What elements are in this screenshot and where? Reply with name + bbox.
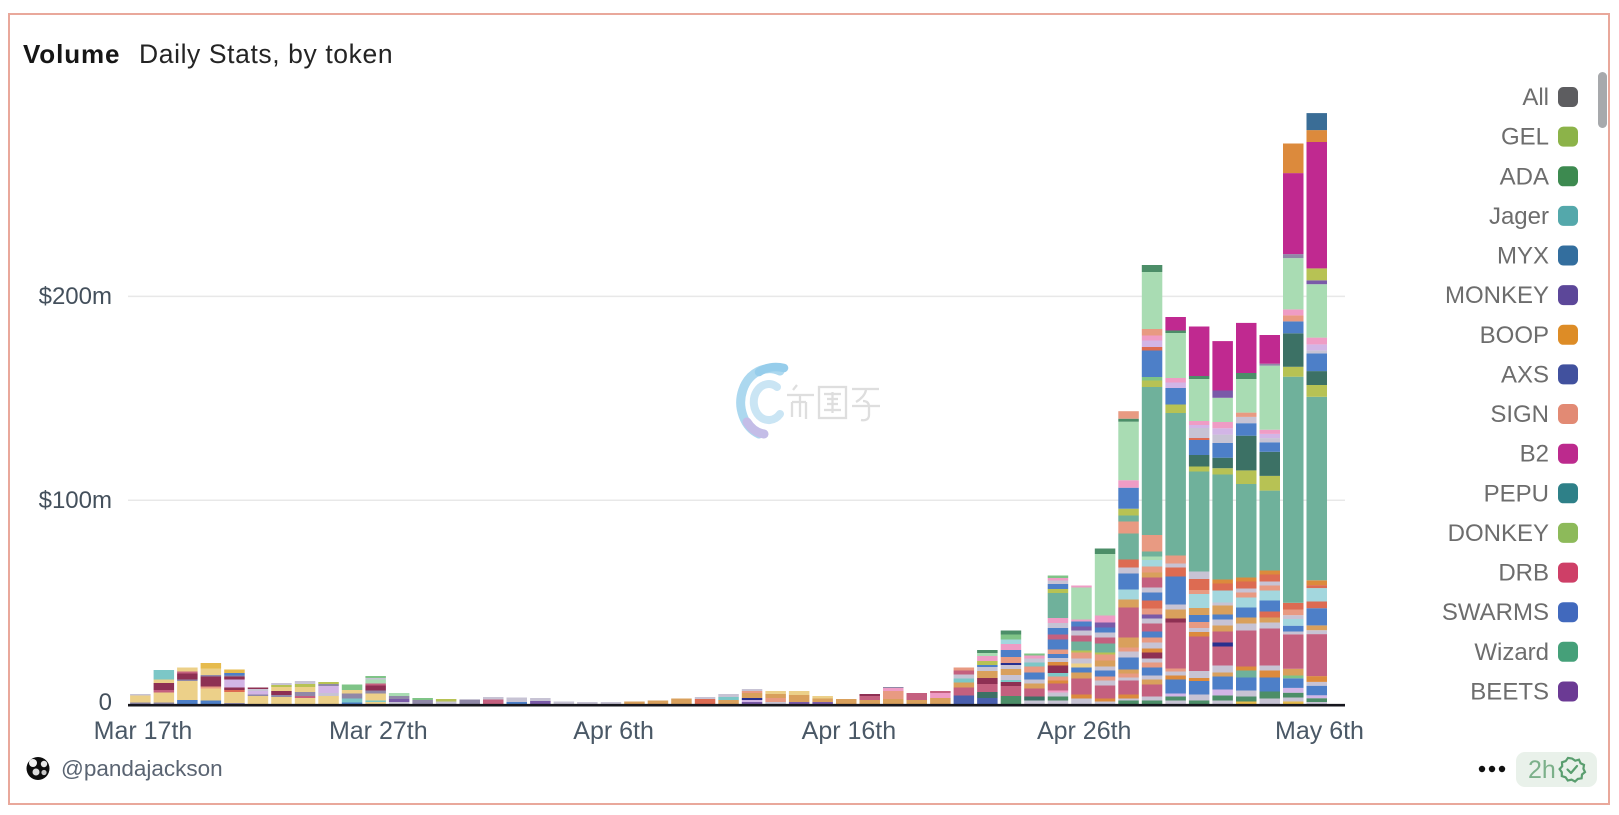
- svg-text:B2: B2: [1520, 441, 1549, 468]
- svg-text:PEPU: PEPU: [1484, 480, 1549, 507]
- svg-text:2h: 2h: [1528, 756, 1556, 784]
- svg-text:Jager: Jager: [1489, 203, 1549, 230]
- svg-text:SWARMS: SWARMS: [1442, 599, 1549, 626]
- svg-text:0: 0: [99, 689, 112, 716]
- svg-text:GEL: GEL: [1501, 124, 1549, 151]
- svg-text:BOOP: BOOP: [1480, 322, 1549, 349]
- svg-text:Apr 26th: Apr 26th: [1037, 717, 1132, 745]
- svg-text:Volume: Volume: [23, 39, 120, 69]
- svg-text:DONKEY: DONKEY: [1448, 520, 1549, 547]
- svg-text:May 6th: May 6th: [1275, 717, 1364, 745]
- svg-text:@pandajackson: @pandajackson: [61, 756, 223, 781]
- svg-text:AXS: AXS: [1501, 361, 1549, 388]
- svg-text:ADA: ADA: [1500, 163, 1549, 190]
- svg-text:MONKEY: MONKEY: [1445, 282, 1549, 309]
- svg-text:SIGN: SIGN: [1490, 401, 1549, 428]
- svg-text:All: All: [1522, 84, 1549, 111]
- svg-text:$200m: $200m: [39, 283, 112, 310]
- svg-text:Mar 27th: Mar 27th: [329, 717, 428, 745]
- svg-text:Wizard: Wizard: [1474, 639, 1549, 666]
- svg-text:Apr 16th: Apr 16th: [802, 717, 897, 745]
- svg-text:Daily Stats, by token: Daily Stats, by token: [139, 39, 393, 69]
- svg-text:DRB: DRB: [1498, 560, 1549, 587]
- svg-text:Apr 6th: Apr 6th: [573, 717, 654, 745]
- svg-text:Mar 17th: Mar 17th: [94, 717, 193, 745]
- svg-text:MYX: MYX: [1497, 243, 1549, 270]
- svg-text:BEETS: BEETS: [1470, 679, 1549, 706]
- svg-text:$100m: $100m: [39, 487, 112, 514]
